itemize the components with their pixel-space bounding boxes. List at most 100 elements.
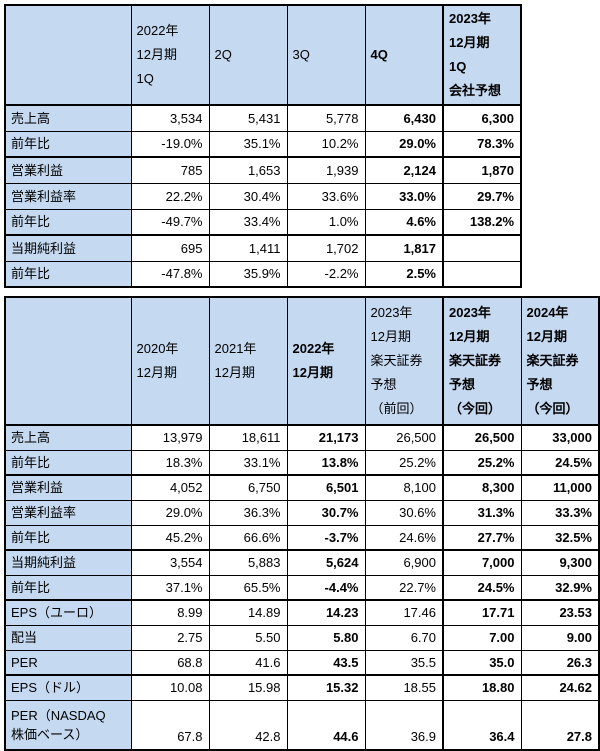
value-cell: 33,000 [520, 424, 600, 451]
value-cell: 10.2% [286, 130, 366, 158]
row-label: 前年比 [4, 524, 132, 551]
header-cell-2023-company-forecast: 2023年 12月期 1Q 会社予想 [442, 4, 522, 106]
header-cell-2024-forecast-current: 2024年 12月期 楽天証券 予想 （今回） [520, 296, 600, 426]
value-cell: 35.1% [208, 130, 288, 158]
value-cell: -47.8% [130, 260, 210, 288]
value-cell: 25.2% [442, 449, 522, 476]
value-cell: 30.6% [364, 499, 444, 526]
row-label: 営業利益率 [4, 182, 132, 210]
value-cell: 30.4% [208, 182, 288, 210]
value-cell: 3,554 [130, 549, 210, 576]
value-cell: 2,124 [364, 156, 444, 184]
value-cell: 30.7% [286, 499, 366, 526]
value-cell: 33.1% [208, 449, 288, 476]
value-cell: 24.6% [364, 524, 444, 551]
value-cell: 11,000 [520, 474, 600, 501]
value-cell: 17.71 [442, 599, 522, 626]
value-cell: 14.89 [208, 599, 288, 626]
value-cell: 6,430 [364, 104, 444, 132]
row-label: 当期純利益 [4, 234, 132, 262]
value-cell: 32.5% [520, 524, 600, 551]
value-cell: 29.0% [364, 130, 444, 158]
table-row: EPS（ユーロ） 8.99 14.89 14.23 17.46 17.71 23… [4, 599, 600, 626]
value-cell: 33.6% [286, 182, 366, 210]
value-cell [442, 234, 522, 262]
table-row: 営業利益 785 1,653 1,939 2,124 1,870 [4, 156, 522, 184]
value-cell: 23.53 [520, 599, 600, 626]
value-cell: 2.75 [130, 624, 210, 651]
value-cell: 7.00 [442, 624, 522, 651]
value-cell: 66.6% [208, 524, 288, 551]
value-cell: 5.80 [286, 624, 366, 651]
value-cell: 6.70 [364, 624, 444, 651]
value-cell: 9,300 [520, 549, 600, 576]
value-cell: 5,778 [286, 104, 366, 132]
header-row: 2022年 12月期 1Q 2Q 3Q 4Q 2023年 12月期 1Q 会社予… [4, 4, 522, 106]
value-cell: 13,979 [130, 424, 210, 451]
value-cell: 26,500 [364, 424, 444, 451]
value-cell: 25.2% [364, 449, 444, 476]
row-label: PER（NASDAQ 株価ベース） [4, 699, 132, 751]
value-cell: 36.4 [442, 699, 522, 751]
value-cell: 45.2% [130, 524, 210, 551]
table-row: 前年比 37.1% 65.5% -4.4% 22.7% 24.5% 32.9% [4, 574, 600, 601]
value-cell: 695 [130, 234, 210, 262]
header-cell-2q: 2Q [208, 4, 288, 106]
value-cell: 24.5% [442, 574, 522, 601]
value-cell: -19.0% [130, 130, 210, 158]
row-label: 売上高 [4, 424, 132, 451]
row-label: EPS（ユーロ） [4, 599, 132, 626]
value-cell: -2.2% [286, 260, 366, 288]
value-cell: 14.23 [286, 599, 366, 626]
value-cell: 35.5 [364, 649, 444, 676]
table-row: 当期純利益 695 1,411 1,702 1,817 [4, 234, 522, 262]
value-cell: 10.08 [130, 674, 210, 701]
value-cell: 36.9 [364, 699, 444, 751]
row-label: 前年比 [4, 449, 132, 476]
value-cell: 8,100 [364, 474, 444, 501]
table-row: 売上高 13,979 18,611 21,173 26,500 26,500 3… [4, 424, 600, 451]
table-row: 前年比 18.3% 33.1% 13.8% 25.2% 25.2% 24.5% [4, 449, 600, 476]
value-cell: 35.9% [208, 260, 288, 288]
value-cell: 13.8% [286, 449, 366, 476]
value-cell: 24.62 [520, 674, 600, 701]
value-cell: 1,411 [208, 234, 288, 262]
header-cell-2023-forecast-prev: 2023年 12月期 楽天証券 予想 （前回） [364, 296, 444, 426]
header-cell-2023-forecast-current: 2023年 12月期 楽天証券 予想 （今回） [442, 296, 522, 426]
value-cell [442, 260, 522, 288]
value-cell: 42.8 [208, 699, 288, 751]
value-cell: 4.6% [364, 208, 444, 236]
value-cell: 26,500 [442, 424, 522, 451]
corner-cell [4, 4, 132, 106]
value-cell: 138.2% [442, 208, 522, 236]
header-cell-2022-1q: 2022年 12月期 1Q [130, 4, 210, 106]
table-row: 営業利益率 29.0% 36.3% 30.7% 30.6% 31.3% 33.3… [4, 499, 600, 526]
header-cell-2022: 2022年 12月期 [286, 296, 366, 426]
table-row: 配当 2.75 5.50 5.80 6.70 7.00 9.00 [4, 624, 600, 651]
value-cell: 36.3% [208, 499, 288, 526]
value-cell: 26.3 [520, 649, 600, 676]
value-cell: 1,939 [286, 156, 366, 184]
value-cell: 68.8 [130, 649, 210, 676]
value-cell: 43.5 [286, 649, 366, 676]
value-cell: 33.0% [364, 182, 444, 210]
table-row: 売上高 3,534 5,431 5,778 6,430 6,300 [4, 104, 522, 132]
value-cell: -4.4% [286, 574, 366, 601]
value-cell: 37.1% [130, 574, 210, 601]
value-cell: 6,501 [286, 474, 366, 501]
value-cell: 4,052 [130, 474, 210, 501]
table-row: PER 68.8 41.6 43.5 35.5 35.0 26.3 [4, 649, 600, 676]
corner-cell [4, 296, 132, 426]
value-cell: 18,611 [208, 424, 288, 451]
value-cell: 17.46 [364, 599, 444, 626]
table-row: EPS（ドル） 10.08 15.98 15.32 18.55 18.80 24… [4, 674, 600, 701]
row-label: 営業利益 [4, 474, 132, 501]
value-cell: 8,300 [442, 474, 522, 501]
value-cell: 3,534 [130, 104, 210, 132]
value-cell: 5.50 [208, 624, 288, 651]
value-cell: 32.9% [520, 574, 600, 601]
row-label: 前年比 [4, 260, 132, 288]
row-label: 当期純利益 [4, 549, 132, 576]
value-cell: 1,817 [364, 234, 444, 262]
row-label: 配当 [4, 624, 132, 651]
